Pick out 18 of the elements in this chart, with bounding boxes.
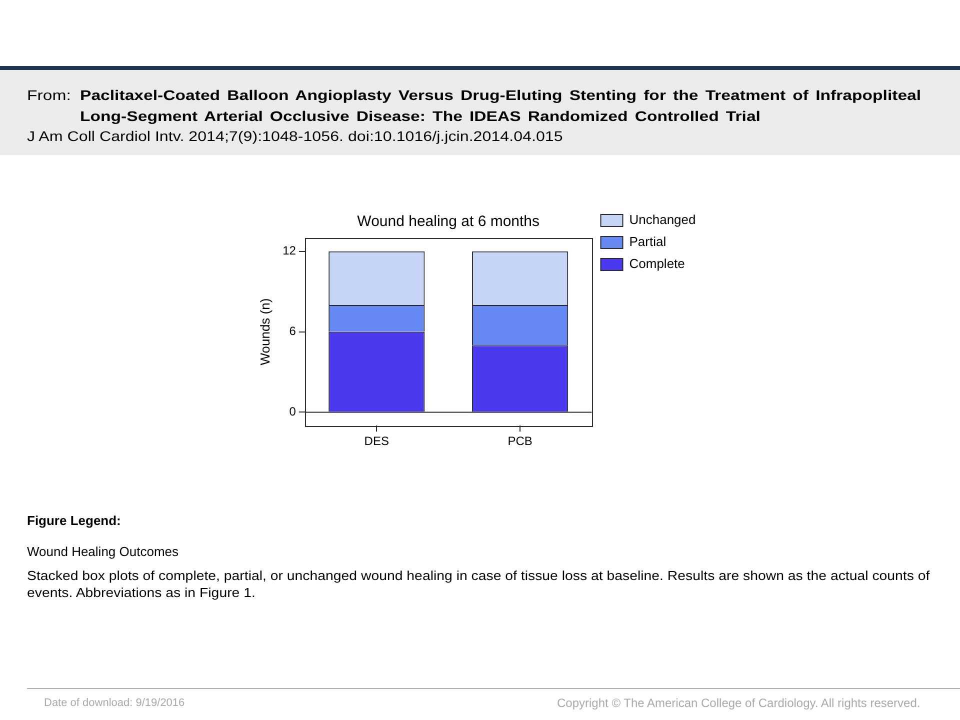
text: Stacked box plots of complete, partial, or unchanged wound healing in case of tissue loss at baseline. Results are shown as the actual counts of events. Abbreviations as in Figure 1. <box>27 567 931 601</box>
x-tick-label: DES <box>364 434 389 448</box>
text: Paclitaxel-Coated Balloon Angioplasty Versus Drug-Eluting Stenting for the Treatment of Infrapopliteal Long-Segment Arterial Occlusive Disease: The IDEAS Randomized Controlled Trial <box>80 86 922 126</box>
chart-title: Wound healing at 6 months <box>357 213 540 230</box>
y-tick-label: 6 <box>289 324 296 338</box>
text: Figure Legend: <box>27 513 121 528</box>
y-tick-label: 12 <box>282 244 296 258</box>
y-tick-label: 0 <box>289 404 296 419</box>
legend-label: Unchanged <box>629 212 696 228</box>
legend-label: Partial <box>629 234 666 250</box>
y-axis-title: Wounds (n) <box>257 298 272 366</box>
text: Wound Healing Outcomes <box>27 544 179 559</box>
text: Date of download: 9/19/2016 <box>44 697 185 709</box>
text: From: <box>27 86 71 105</box>
legend-label: Complete <box>629 256 685 272</box>
text: Copyright © The American College of Cardiology. All rights reserved. <box>557 696 920 710</box>
text: J Am Coll Cardiol Intv. 2014;7(9):1048-1056. doi:10.1016/j.jcin.2014.04.015 <box>27 127 563 145</box>
x-tick-label: PCB <box>508 434 532 448</box>
